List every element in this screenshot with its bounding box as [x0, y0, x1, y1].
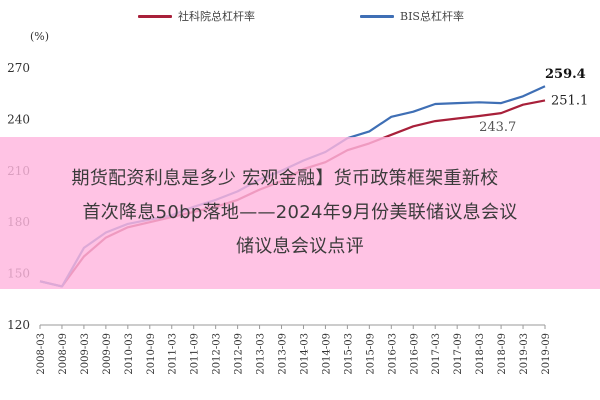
x-tick-label: 2009-09 — [102, 333, 113, 375]
x-tick-label: 2014-09 — [321, 333, 332, 375]
x-tick-label: 2009-03 — [80, 333, 91, 375]
x-tick-label: 2015-09 — [365, 333, 376, 375]
data-annotation-label: 243.7 — [479, 120, 516, 135]
x-tick-label: 2018-03 — [475, 333, 486, 375]
legend-label-series-2: BIS总杠杆率 — [400, 10, 464, 23]
legend-item-series-2: BIS总杠杆率 — [360, 8, 464, 24]
legend-swatch-series-1 — [138, 14, 172, 18]
x-tick-label: 2012-03 — [212, 333, 223, 375]
legend-swatch-series-2 — [360, 14, 394, 18]
y-tick-label: 270 — [7, 61, 30, 75]
y-axis-unit-label: (%) — [30, 30, 49, 43]
data-annotation-label: 259.4 — [545, 67, 586, 82]
overlay-banner[interactable]: 期货配资利息是多少 宏观金融】货币政策框架重新校 首次降息50bp落地——202… — [0, 137, 600, 289]
x-tick-label: 2014-03 — [299, 333, 310, 375]
legend-item-series-1: 社科院总杠杆率 — [138, 8, 255, 24]
x-tick-label: 2015-03 — [343, 333, 354, 375]
x-tick-label: 2008-03 — [36, 333, 47, 375]
data-annotation-label: 251.1 — [551, 93, 588, 108]
x-tick-label: 2019-09 — [541, 333, 552, 375]
overlay-line-1[interactable]: 期货配资利息是多少 宏观金融】货币政策框架重新校 — [71, 168, 499, 189]
x-tick-label: 2011-09 — [190, 333, 201, 375]
x-tick-label: 2016-09 — [409, 333, 420, 375]
x-tick-label: 2018-09 — [497, 333, 508, 375]
y-tick-label: 120 — [7, 318, 30, 332]
overlay-line-3[interactable]: 储议息会议点评 — [235, 236, 365, 257]
x-tick-label: 2017-03 — [431, 333, 442, 375]
x-tick-label: 2010-03 — [124, 333, 135, 375]
x-tick-label: 2017-09 — [453, 333, 464, 375]
overlay-line-2[interactable]: 首次降息50bp落地——2024年9月份美联储议息会议 — [82, 202, 518, 223]
x-tick-label: 2016-03 — [387, 333, 398, 375]
x-tick-label: 2011-03 — [168, 333, 179, 375]
x-tick-label: 2013-09 — [278, 333, 289, 375]
x-tick-label: 2008-09 — [58, 333, 69, 375]
x-tick-label: 2010-09 — [146, 333, 157, 375]
x-tick-label: 2012-09 — [234, 333, 245, 375]
x-tick-label: 2019-03 — [519, 333, 530, 375]
legend-label-series-1: 社科院总杠杆率 — [178, 10, 255, 23]
y-tick-label: 240 — [7, 112, 30, 126]
x-tick-label: 2013-03 — [256, 333, 267, 375]
chart-legend: 社科院总杠杆率 BIS总杠杆率 — [0, 8, 600, 30]
